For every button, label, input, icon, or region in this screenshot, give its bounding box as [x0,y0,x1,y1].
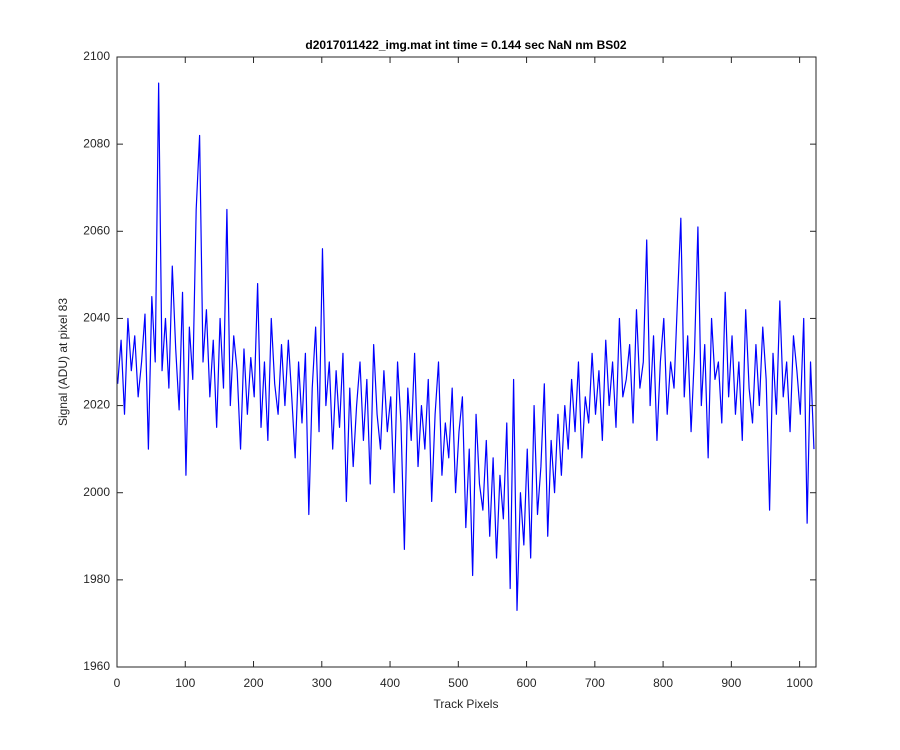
x-tick-label: 300 [312,676,332,690]
y-tick-label: 2000 [83,485,110,499]
x-tick-label: 600 [517,676,537,690]
x-tick-label: 900 [721,676,741,690]
x-tick-label: 700 [585,676,605,690]
x-tick-label: 500 [448,676,468,690]
y-axis-label: Signal (ADU) at pixel 83 [56,298,70,426]
x-tick-label: 800 [653,676,673,690]
y-tick-label: 1960 [83,659,110,673]
x-tick-label: 200 [244,676,264,690]
x-tick-label: 0 [114,676,121,690]
y-tick-label: 2020 [83,398,110,412]
chart-title: d2017011422_img.mat int time = 0.144 sec… [305,38,627,52]
y-tick-label: 2040 [83,311,110,325]
y-tick-label: 2080 [83,136,110,150]
x-tick-label: 100 [175,676,195,690]
x-tick-label: 400 [380,676,400,690]
y-tick-label: 1980 [83,572,110,586]
x-tick-label: 1000 [786,676,813,690]
data-line [117,82,815,611]
y-tick-label: 2060 [83,223,110,237]
axes-box [116,56,817,668]
x-axis-label: Track Pixels [434,697,499,711]
y-tick-label: 2100 [83,49,110,63]
